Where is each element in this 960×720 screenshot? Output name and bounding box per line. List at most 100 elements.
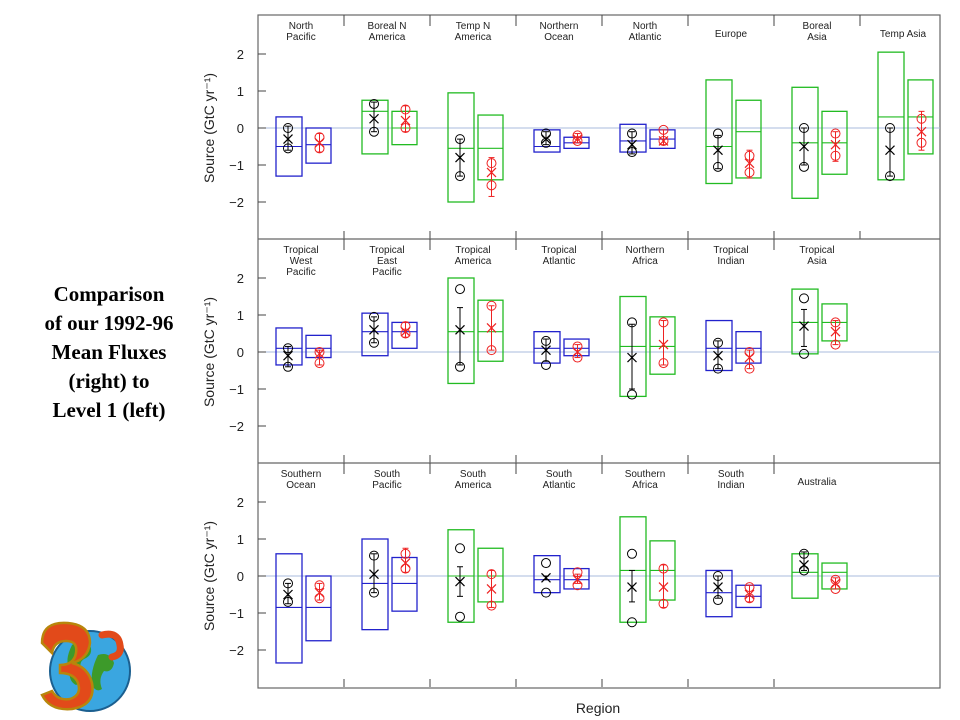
region-label: Indian <box>717 256 744 267</box>
level1-range-box <box>791 553 819 599</box>
level1-ensemble-circle <box>713 161 723 172</box>
ours-range-box <box>563 567 590 590</box>
ours-mean-marker <box>400 115 411 126</box>
ours-ensemble-circle <box>486 569 497 580</box>
level1-ensemble-circle <box>627 389 637 400</box>
region-label: America <box>455 256 492 267</box>
level1-ensemble-circle <box>627 128 637 139</box>
level1-ensemble-circle <box>455 171 465 182</box>
level1-ensemble-circle <box>283 361 293 372</box>
ours-mean-marker <box>572 134 583 145</box>
level1-range-box <box>275 327 303 366</box>
level1-ensemble-circle <box>799 548 809 559</box>
level1-mean-marker <box>283 134 293 145</box>
level1-ensemble-circle <box>541 558 551 569</box>
ours-mean-marker <box>744 158 755 169</box>
region-label: Northern <box>626 245 665 256</box>
level1-range-box <box>533 129 561 153</box>
ours-range-box <box>649 316 676 375</box>
level1-range-box <box>705 79 733 185</box>
caption-line: (right) to <box>68 369 150 393</box>
region-label: Atlantic <box>543 256 576 267</box>
region-label: Pacific <box>286 32 315 43</box>
region-label: South <box>374 469 400 480</box>
ours-ensemble-circle <box>486 600 497 611</box>
region-label: Temp N <box>456 21 490 32</box>
ours-ensemble-circle <box>744 582 755 593</box>
ours-ensemble-circle <box>400 563 411 574</box>
level1-mean-marker <box>713 350 723 361</box>
y-axis-label: Source (GtC yr⁻¹) <box>201 73 217 183</box>
region-label: Pacific <box>372 267 401 278</box>
ours-ensemble-circle <box>658 358 669 369</box>
region-label: Tropical <box>455 245 490 256</box>
level1-range-box <box>619 516 647 623</box>
y-tick-label: 0 <box>237 569 244 584</box>
ours-ensemble-circle <box>400 123 411 133</box>
ours-ensemble-circle <box>658 124 669 135</box>
level1-ensemble-circle <box>455 543 465 554</box>
y-tick-label: 1 <box>237 84 244 99</box>
y-tick-label: 2 <box>237 47 244 62</box>
ours-ensemble-circle <box>400 328 411 339</box>
level1-mean-marker <box>541 134 551 145</box>
level1-ensemble-circle <box>799 161 809 172</box>
level1-ensemble-circle <box>369 550 379 561</box>
level1-mean-marker <box>885 145 895 156</box>
level1-ensemble-circle <box>283 343 293 354</box>
slide-caption: Comparison of our 1992-96 Mean Fluxes (r… <box>0 280 218 425</box>
ours-ensemble-circle <box>744 347 755 357</box>
ours-range-box <box>563 338 590 357</box>
level1-ensemble-circle <box>713 363 723 374</box>
level1-range-box <box>791 288 819 355</box>
level1-range-box <box>361 538 389 631</box>
level1-range-box <box>705 569 733 618</box>
region-label: South <box>546 469 572 480</box>
level1-ensemble-circle <box>627 147 637 158</box>
ours-mean-marker <box>830 326 841 337</box>
ours-mean-marker <box>400 558 411 568</box>
ours-mean-marker <box>486 167 497 178</box>
level1-mean-marker <box>455 152 465 163</box>
ours-ensemble-circle <box>658 317 669 328</box>
level1-ensemble-circle <box>541 335 551 346</box>
level1-range-box <box>361 99 389 155</box>
level1-mean-marker <box>369 324 379 335</box>
ours-ensemble-circle <box>916 113 927 124</box>
y-tick-label: 0 <box>237 121 244 136</box>
region-label: Atlantic <box>543 480 576 491</box>
caption-line: of our 1992-96 <box>44 311 174 335</box>
region-label: America <box>455 32 492 43</box>
region-label: North <box>633 21 657 32</box>
region-label: Ocean <box>544 32 573 43</box>
level1-ensemble-circle <box>283 578 293 589</box>
region-label: Ocean <box>286 480 315 491</box>
level1-mean-marker <box>369 113 379 124</box>
ours-ensemble-circle <box>572 341 583 352</box>
y-tick-label: −2 <box>229 643 244 658</box>
y-axis-label: Source (GtC yr⁻¹) <box>201 521 217 631</box>
level1-mean-marker <box>713 145 723 156</box>
level1-range-box <box>447 277 475 385</box>
region-label: Southern <box>625 469 666 480</box>
ours-range-box <box>477 299 504 362</box>
ours-ensemble-circle <box>916 137 927 148</box>
ours-ensemble-circle <box>400 321 411 332</box>
level1-ensemble-circle <box>713 128 723 139</box>
region-label: Tropical <box>283 245 318 256</box>
ours-ensemble-circle <box>314 143 325 154</box>
ours-mean-marker <box>658 339 669 350</box>
level1-range-box <box>275 553 303 664</box>
region-label: Asia <box>807 32 827 43</box>
y-tick-label: 2 <box>237 495 244 510</box>
ours-ensemble-circle <box>658 135 669 146</box>
ours-mean-marker <box>400 326 411 337</box>
level1-mean-marker <box>455 324 465 335</box>
level1-mean-marker <box>283 589 293 600</box>
caption-line: Comparison <box>53 282 165 306</box>
level1-range-box <box>705 319 733 372</box>
region-label: Europe <box>715 29 748 40</box>
level1-ensemble-circle <box>455 611 465 622</box>
region-label: America <box>455 480 492 491</box>
region-label: South <box>460 469 486 480</box>
